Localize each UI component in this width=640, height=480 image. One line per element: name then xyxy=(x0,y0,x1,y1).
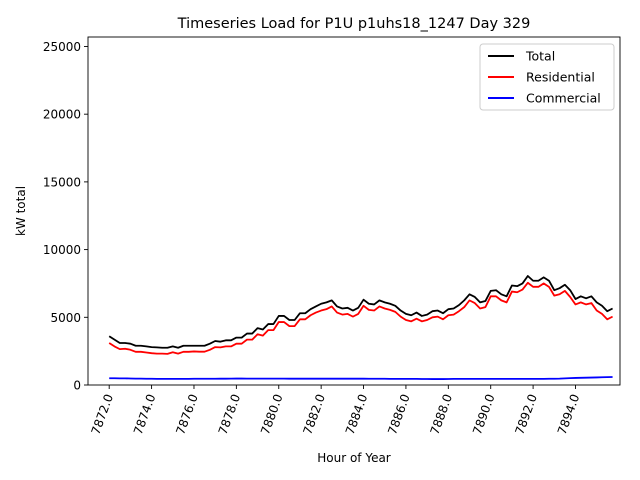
series-group xyxy=(108,275,613,380)
y-tick-label: 15000 xyxy=(43,175,81,189)
axes-frame xyxy=(87,36,621,386)
x-tick-label: 7880.0 xyxy=(258,392,286,436)
x-tick-label: 7894.0 xyxy=(555,392,583,436)
chart-title: Timeseries Load for P1U p1uhs18_1247 Day… xyxy=(177,16,531,32)
x-tick-label: 7878.0 xyxy=(216,392,244,436)
y-axis-label: kW total xyxy=(14,186,28,236)
y-tick-label: 0 xyxy=(73,379,81,393)
legend-label-residential: Residential xyxy=(526,70,595,85)
x-tick-label: 7872.0 xyxy=(88,392,116,436)
x-axis-label: Hour of Year xyxy=(317,451,391,465)
x-tick-label: 7886.0 xyxy=(385,392,413,436)
x-tick-label: 7890.0 xyxy=(470,392,498,436)
x-tick-label: 7876.0 xyxy=(173,392,201,436)
x-tick-label: 7888.0 xyxy=(428,392,456,436)
series-line-commercial xyxy=(109,376,613,380)
legend-label-commercial: Commercial xyxy=(526,91,601,106)
x-tick-label: 7892.0 xyxy=(512,392,540,436)
legend-label-total: Total xyxy=(525,49,555,64)
series-line-residential xyxy=(108,281,613,355)
y-tick-label: 25000 xyxy=(43,40,81,54)
x-tick-label: 7874.0 xyxy=(131,392,159,436)
y-tick-label: 10000 xyxy=(43,243,81,257)
x-tick-label: 7882.0 xyxy=(300,392,328,436)
series-line-total xyxy=(108,275,613,349)
legend-box xyxy=(479,43,615,111)
x-tick-label: 7884.0 xyxy=(343,392,371,436)
y-tick-label: 5000 xyxy=(50,311,81,325)
y-tick-label: 20000 xyxy=(43,108,81,122)
legend: Total Residential Commercial xyxy=(479,43,615,111)
